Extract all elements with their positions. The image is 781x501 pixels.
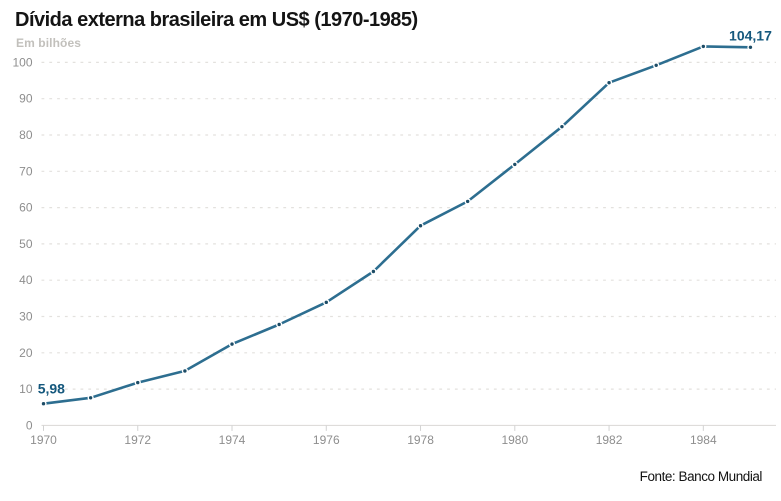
x-axis-label: 1976: [313, 433, 340, 447]
data-point-marker: [748, 45, 753, 49]
x-axis-label: 1984: [690, 433, 717, 447]
x-axis-label: 1972: [124, 433, 151, 447]
y-axis-label: 10: [19, 382, 33, 396]
chart-unit-label: Em bilhões: [16, 36, 82, 50]
y-axis-label: 90: [19, 92, 33, 106]
chart-source: Fonte: Banco Mundial: [639, 469, 763, 484]
y-axis-label: 60: [19, 201, 33, 215]
y-axis-label: 100: [12, 55, 32, 69]
data-point-marker: [701, 44, 706, 49]
data-point-marker: [560, 124, 564, 129]
value-annotation: 5,98: [38, 380, 65, 396]
y-axis-label: 40: [19, 273, 33, 287]
value-annotation: 104,17: [729, 27, 772, 43]
data-point-marker: [607, 81, 611, 85]
data-point-marker: [513, 162, 517, 167]
y-axis-label: 0: [26, 418, 33, 432]
data-point-marker: [136, 380, 140, 385]
data-point-marker: [277, 322, 281, 327]
y-axis-label: 30: [19, 310, 33, 324]
data-point-marker: [230, 342, 234, 346]
y-axis-label: 70: [19, 164, 33, 178]
series-line: [42, 45, 752, 406]
data-point-marker: [465, 199, 470, 204]
x-axis-label: 1978: [407, 433, 434, 447]
x-axis-label: 1974: [219, 433, 246, 447]
y-axis-label: 50: [19, 237, 33, 251]
y-axis-label: 80: [19, 128, 33, 142]
data-point-marker: [418, 224, 423, 228]
y-axis-label: 20: [19, 346, 33, 360]
x-axis-label: 1970: [30, 433, 57, 447]
data-point-marker: [41, 401, 46, 406]
data-point-marker: [88, 396, 93, 400]
data-point-marker: [324, 300, 328, 305]
x-axis-label: 1982: [596, 433, 623, 447]
chart-title: Dívida externa brasileira em US$ (1970-1…: [15, 9, 418, 31]
data-point-marker: [371, 269, 376, 274]
data-point-marker: [654, 63, 658, 68]
data-point-marker: [183, 369, 187, 373]
x-axis-label: 1980: [501, 433, 528, 447]
